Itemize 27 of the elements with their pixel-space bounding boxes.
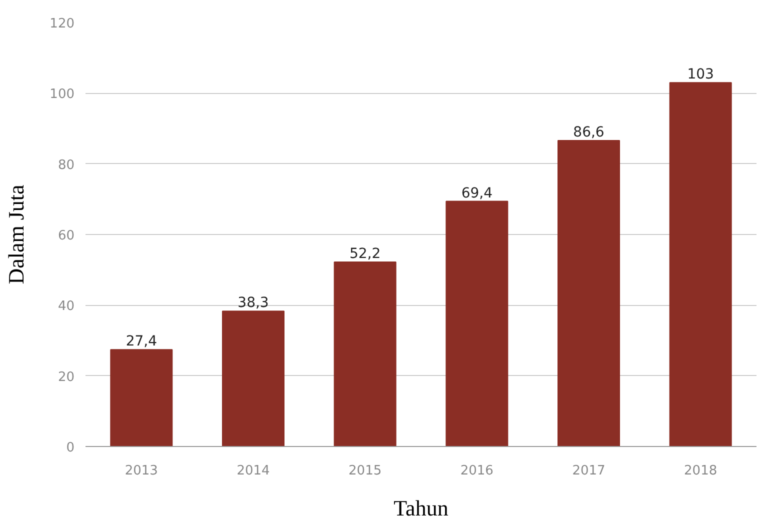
y-tick-label: 60	[58, 228, 75, 244]
y-axis-title: Dalam Juta	[4, 184, 29, 284]
bar	[222, 310, 285, 446]
y-tick-label: 80	[58, 158, 75, 173]
bar	[557, 140, 620, 446]
data-label: 86,6	[573, 124, 604, 141]
bar	[334, 262, 396, 446]
x-axis-title: Tahun	[394, 496, 448, 520]
y-tick-label: 0	[66, 440, 75, 456]
data-label: 38,3	[238, 295, 269, 312]
y-tick-label: 40	[58, 299, 75, 314]
bar	[669, 82, 732, 446]
y-tick-label: 100	[50, 87, 75, 102]
data-label: 27,4	[126, 334, 158, 350]
x-tick-label: 2016	[460, 464, 494, 478]
y-tick-label: 20	[58, 370, 75, 385]
data-label: 52,2	[349, 246, 381, 262]
y-tick-label: 120	[50, 16, 75, 32]
x-tick-label: 2015	[348, 464, 382, 478]
data-label: 103	[687, 66, 714, 83]
x-tick-label: 2018	[684, 464, 718, 478]
x-tick-label: 2014	[236, 464, 270, 478]
x-tick-label: 2013	[124, 464, 158, 478]
bar	[446, 200, 508, 446]
bar	[110, 349, 173, 446]
x-tick-label: 2017	[572, 464, 606, 478]
data-label: 69,4	[461, 185, 493, 202]
